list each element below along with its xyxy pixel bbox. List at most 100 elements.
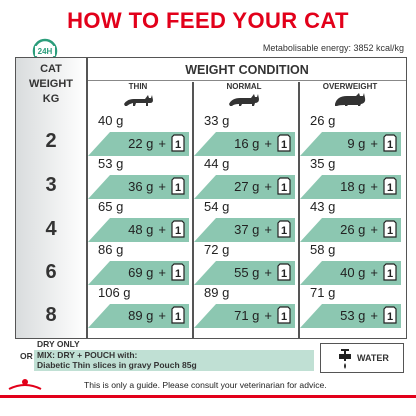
pouch-count: 1 bbox=[281, 182, 287, 194]
mix-band-wedge bbox=[194, 304, 216, 328]
pouch-count: 1 bbox=[175, 225, 181, 237]
plus-sign: + bbox=[370, 308, 378, 323]
pouch-count: 1 bbox=[175, 182, 181, 194]
cell-3kg-normal: 44 g 27 g +1 bbox=[194, 155, 295, 200]
plus-sign: + bbox=[158, 136, 166, 151]
mix-band-wedge bbox=[300, 132, 322, 156]
weight-6kg: 6 bbox=[45, 261, 57, 283]
weight-4kg: 4 bbox=[45, 218, 57, 240]
cell-6kg-thin: 86 g 69 g +1 bbox=[88, 241, 189, 286]
pouch-icon: 1 bbox=[171, 220, 185, 238]
cell-2kg-normal: 33 g 16 g +1 bbox=[194, 112, 295, 157]
mix-band-wedge bbox=[300, 218, 322, 242]
pouch-icon: 1 bbox=[277, 306, 291, 324]
pouch-icon: 1 bbox=[383, 306, 397, 324]
mix-band-wedge bbox=[194, 261, 216, 285]
plus-sign: + bbox=[264, 265, 272, 280]
dry-amount: 86 g bbox=[98, 242, 124, 257]
weight-condition-title: WEIGHT CONDITION bbox=[185, 63, 309, 77]
cell-4kg-overweight: 43 g 26 g +1 bbox=[300, 198, 401, 243]
dry-amount: 65 g bbox=[98, 199, 124, 214]
mix-band-wedge bbox=[88, 132, 110, 156]
bottom-red-bar bbox=[0, 395, 416, 398]
cell-8kg-normal: 89 g 71 g +1 bbox=[194, 284, 295, 329]
cell-8kg-overweight: 71 g 53 g +1 bbox=[300, 284, 401, 329]
mix-dry-grams: 89 g bbox=[128, 308, 154, 323]
dry-amount: 58 g bbox=[310, 242, 336, 257]
cell-2kg-overweight: 26 g 9 g +1 bbox=[300, 112, 401, 157]
weight-8kg: 8 bbox=[45, 304, 57, 326]
mix-dry-grams: 53 g bbox=[340, 308, 366, 323]
mix-band: 89 g + 1 bbox=[88, 304, 189, 328]
mix-dry-grams: 26 g bbox=[340, 222, 366, 237]
mix-band: 37 g +1 bbox=[194, 218, 295, 242]
cell-4kg-thin: 65 g 48 g + 1 bbox=[88, 198, 189, 243]
dry-amount: 40 g bbox=[98, 113, 124, 128]
mix-band: 16 g +1 bbox=[194, 132, 295, 156]
mix-band: 9 g +1 bbox=[300, 132, 401, 156]
pouch-icon: 1 bbox=[277, 220, 291, 238]
dry-amount: 35 g bbox=[310, 156, 336, 171]
dry-amount: 26 g bbox=[310, 113, 336, 128]
mix-band-wedge bbox=[300, 261, 322, 285]
mix-amount: 40 g + bbox=[340, 265, 381, 280]
dry-amount: 89 g bbox=[204, 285, 230, 300]
mix-amount: 89 g + bbox=[128, 308, 169, 323]
mix-band: 69 g +1 bbox=[88, 261, 189, 285]
cell-6kg-normal: 72 g 55 g +1 bbox=[194, 241, 295, 286]
pouch-icon: 1 bbox=[171, 134, 185, 152]
plus-sign: + bbox=[370, 179, 378, 194]
cell-8kg-thin: 106 g 89 g +1 bbox=[88, 284, 189, 329]
pouch-count: 1 bbox=[175, 139, 181, 151]
cat-weight-header: CAT WEIGHT KG bbox=[16, 62, 86, 107]
mix-band-wedge bbox=[300, 175, 322, 199]
dry-amount: 54 g bbox=[204, 199, 230, 214]
mix-dry-grams: 40 g bbox=[340, 265, 366, 280]
pouch-icon: 1 bbox=[383, 134, 397, 152]
plus-sign: + bbox=[264, 308, 272, 323]
mix-amount: 9 g + bbox=[347, 136, 381, 151]
badge-label: 24H bbox=[38, 47, 53, 56]
plus-sign: + bbox=[370, 265, 378, 280]
pouch-icon: 1 bbox=[383, 177, 397, 195]
column-normal-label: NORMAL bbox=[226, 82, 262, 91]
weight-3kg: 3 bbox=[45, 174, 57, 196]
dry-amount: 33 g bbox=[204, 113, 230, 128]
cell-3kg-thin: 53 g 36 g +1 bbox=[88, 155, 189, 200]
header-divider bbox=[88, 80, 406, 81]
weight-2kg: 2 bbox=[45, 130, 57, 152]
mix-amount: 27 g + bbox=[234, 179, 275, 194]
mix-dry-grams: 48 g bbox=[128, 222, 154, 237]
overweight-cat-icon bbox=[335, 93, 366, 106]
column-thin-label: THIN bbox=[128, 82, 148, 91]
energy-label: Metabolisable energy: 3852 kcal/kg bbox=[262, 43, 404, 53]
plus-sign: + bbox=[158, 179, 166, 194]
mix-band: 22 g +1 bbox=[88, 132, 189, 156]
pouch-icon: 1 bbox=[383, 220, 397, 238]
pouch-count: 1 bbox=[387, 182, 393, 194]
pouch-count: 1 bbox=[175, 268, 181, 280]
pouch-icon: 1 bbox=[383, 263, 397, 281]
mix-amount: 71 g + bbox=[234, 308, 275, 323]
plus-sign: + bbox=[264, 179, 272, 194]
mix-band-wedge bbox=[194, 175, 216, 199]
mix-band-wedge bbox=[194, 132, 216, 156]
mix-dry-grams: 27 g bbox=[234, 179, 260, 194]
mix-band: 27 g +1 bbox=[194, 175, 295, 199]
mix-label: MIX: DRY + POUCH with: bbox=[37, 350, 138, 360]
pouch-icon: 1 bbox=[171, 306, 185, 324]
mix-amount: 18 g + bbox=[340, 179, 381, 194]
cell-6kg-overweight: 58 g 40 g +1 bbox=[300, 241, 401, 286]
pouch-count: 1 bbox=[175, 311, 181, 323]
mix-dry-grams: 9 g bbox=[347, 136, 366, 151]
mix-amount: 48 g + bbox=[128, 222, 169, 237]
weight-column-bg bbox=[16, 58, 86, 338]
mix-band-wedge bbox=[88, 218, 110, 242]
pouch-icon: 1 bbox=[277, 263, 291, 281]
or-label: OR bbox=[20, 351, 33, 361]
mix-dry-grams: 22 g bbox=[128, 136, 154, 151]
mix-band: 53 g +1 bbox=[300, 304, 401, 328]
guide-disclaimer: This is only a guide. Please consult you… bbox=[84, 380, 327, 390]
pouch-icon: 1 bbox=[171, 263, 185, 281]
pouch-icon: 1 bbox=[277, 177, 291, 195]
